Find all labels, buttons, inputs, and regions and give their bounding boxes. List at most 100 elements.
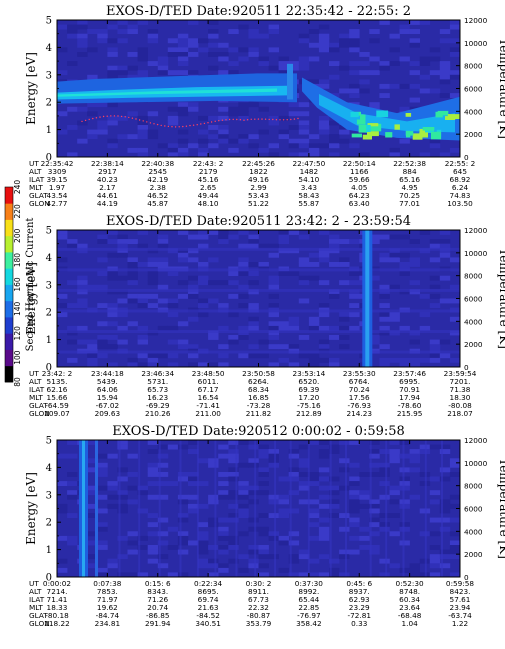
spectrogram-cell — [359, 490, 370, 496]
y-tick-label: 5 — [46, 226, 52, 237]
spectrogram-cell — [218, 303, 229, 308]
spectrogram-cell — [107, 120, 118, 126]
spectrogram-cell — [137, 485, 148, 491]
spectrogram-cell — [439, 339, 451, 345]
spectrogram-cell — [258, 61, 269, 66]
emission-speckle — [367, 123, 379, 127]
spectrogram-cell — [329, 262, 340, 267]
spectrogram-cell — [238, 47, 249, 53]
spectrogram-cell — [379, 362, 390, 368]
spectrogram-cell — [198, 298, 209, 304]
spectrogram-cell — [248, 458, 259, 464]
spectrogram-cell — [117, 65, 128, 71]
spectrogram-cell — [248, 271, 259, 276]
spectrogram-cell — [238, 325, 249, 331]
spectrogram-cell — [228, 472, 239, 477]
spectrogram-cell — [228, 476, 239, 482]
spectrogram-cell — [137, 125, 148, 130]
temperature-point — [102, 115, 105, 118]
spectrogram-cell — [369, 56, 380, 62]
spectrogram-cell — [389, 152, 400, 158]
spectrogram-cell — [268, 275, 279, 281]
spectrogram-cell — [97, 494, 108, 500]
spectrogram-cell — [329, 362, 340, 368]
spectrogram-cell — [147, 271, 159, 276]
spectrogram-cell — [449, 52, 461, 57]
spectrogram-cell — [389, 513, 400, 518]
spectrogram-cell — [449, 316, 461, 322]
spectrogram-cell — [429, 490, 441, 496]
spectrogram-cell — [399, 29, 410, 34]
spectrogram-cell — [359, 503, 370, 509]
spectrogram-cell — [449, 462, 461, 468]
spectrogram-cell — [167, 38, 179, 44]
spectrogram-cell — [67, 357, 78, 363]
colorbar-tick-label: 80 — [13, 377, 22, 387]
spectrogram-cell — [137, 508, 148, 514]
y-tick-label: 5 — [46, 16, 52, 27]
spectrogram-cell — [298, 234, 310, 240]
ephemeris-value: 22:45:26 — [242, 159, 275, 168]
spectrogram-cell — [137, 535, 148, 541]
ephemeris-value: -72.81 — [347, 611, 371, 620]
spectrogram-cell — [298, 499, 310, 505]
spectrogram-cell — [147, 545, 159, 550]
spectrogram-cell — [379, 449, 390, 454]
spectrogram-cell — [399, 485, 410, 491]
spectrogram-cell — [177, 147, 189, 153]
spectrogram-cell — [318, 344, 330, 350]
spectrogram-cell — [339, 335, 350, 340]
colorbar-segment — [5, 187, 13, 204]
spectrogram-cell — [188, 234, 199, 240]
spectrogram-cell — [177, 129, 189, 135]
ephemeris-value: 0:00:02 — [43, 579, 71, 588]
spectrogram-cell — [228, 558, 239, 564]
spectrogram-cell — [268, 120, 279, 126]
spectrogram-cell — [369, 440, 380, 445]
spectrogram-cell — [409, 280, 420, 286]
spectrogram-cell — [228, 61, 239, 66]
spectrogram-cell — [429, 531, 441, 537]
spectrogram-cell — [439, 353, 451, 359]
spectrogram-cell — [107, 321, 118, 327]
colorbar-segment — [5, 252, 13, 269]
ephemeris-value: 18.30 — [450, 393, 471, 402]
spectrogram-cell — [177, 52, 189, 57]
spectrogram-cell — [449, 458, 461, 464]
spectrogram-cell — [147, 257, 159, 263]
spectrogram-cell — [318, 467, 330, 473]
spectrogram-cell — [77, 303, 88, 308]
ephemeris-value: 64.23 — [349, 191, 370, 200]
ephemeris-value: 45.87 — [147, 199, 168, 208]
emission-speckle — [405, 113, 412, 117]
spectrogram-cell — [157, 65, 169, 71]
ephemeris-value: 71.26 — [147, 595, 168, 604]
temperature-point — [189, 124, 191, 127]
ephemeris-value: 60.34 — [399, 595, 420, 604]
spectrogram-cell — [329, 499, 340, 505]
spectrogram-cell — [379, 93, 390, 98]
spectrogram-cell — [429, 344, 441, 350]
spectrogram-cell — [157, 239, 169, 244]
spectrogram-cell — [419, 20, 431, 25]
spectrogram-cell — [339, 129, 350, 135]
spectrogram-cell — [188, 362, 199, 368]
spectrogram-cell — [308, 147, 320, 153]
spectrogram-cell — [389, 234, 400, 240]
spectrogram-cell — [439, 93, 451, 98]
spectrogram-cell — [318, 339, 330, 345]
ephemeris-value: 8695. — [198, 587, 219, 596]
emission-speckle — [447, 114, 460, 119]
spectrogram-cell — [318, 79, 330, 85]
spectrogram-cell — [329, 357, 340, 363]
spectrogram-cell — [258, 545, 269, 550]
spectrogram-cell — [409, 257, 420, 263]
spectrogram-cell — [238, 106, 249, 112]
temperature-point — [214, 120, 216, 123]
ephemeris-value: 212.89 — [296, 409, 322, 418]
spectrogram-cell — [369, 503, 380, 509]
spectrogram-cell — [318, 303, 330, 308]
ephemeris-value: 71.41 — [47, 595, 68, 604]
spectrogram-cell — [188, 476, 199, 482]
spectrogram-cell — [97, 257, 108, 263]
